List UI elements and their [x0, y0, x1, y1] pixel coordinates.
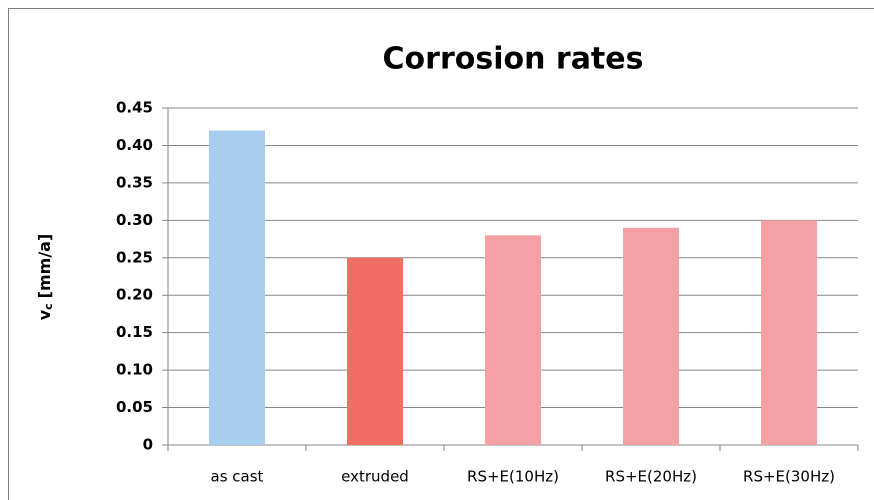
- bar: [209, 130, 265, 445]
- y-tick-label: 0.40: [116, 136, 153, 154]
- x-tick-label: extruded: [341, 468, 409, 486]
- x-tick-label: RS+E(30Hz): [743, 468, 835, 486]
- bar: [347, 257, 403, 445]
- y-tick-label: 0.15: [116, 323, 153, 341]
- y-tick-label: 0: [143, 436, 153, 454]
- y-tick-label: 0.30: [116, 211, 153, 229]
- y-axis-label: vc [mm/a]: [35, 234, 56, 321]
- x-tick-label: as cast: [211, 468, 264, 486]
- x-tick-label: RS+E(20Hz): [605, 468, 697, 486]
- y-tick-label: 0.45: [116, 99, 153, 117]
- y-tick-label: 0.10: [116, 361, 153, 379]
- y-label-main: v: [35, 309, 54, 320]
- bar: [761, 220, 817, 445]
- y-label-unit: [mm/a]: [35, 234, 54, 299]
- x-tick-label: RS+E(10Hz): [467, 468, 559, 486]
- chart-title: Corrosion rates: [383, 42, 644, 77]
- bar: [623, 227, 679, 445]
- bar: [485, 235, 541, 445]
- y-tick-label: 0.25: [116, 248, 153, 266]
- y-tick-label: 0.35: [116, 173, 153, 191]
- y-tick-label: 0.20: [116, 286, 153, 304]
- y-label-sub: c: [42, 303, 55, 310]
- y-tick-label: 0.05: [116, 398, 153, 416]
- chart-border: [8, 8, 874, 500]
